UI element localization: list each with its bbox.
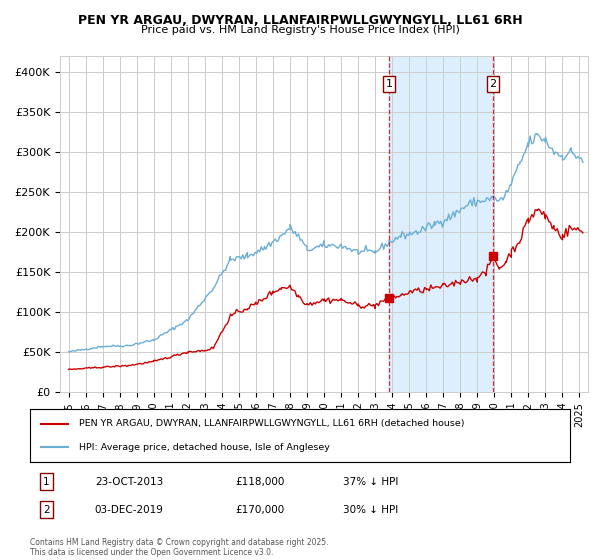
Text: 30% ↓ HPI: 30% ↓ HPI [343, 505, 398, 515]
Text: HPI: Average price, detached house, Isle of Anglesey: HPI: Average price, detached house, Isle… [79, 442, 329, 451]
Text: Price paid vs. HM Land Registry's House Price Index (HPI): Price paid vs. HM Land Registry's House … [140, 25, 460, 35]
Text: 37% ↓ HPI: 37% ↓ HPI [343, 477, 398, 487]
Bar [389, 56, 493, 392]
Text: 1: 1 [43, 477, 50, 487]
Text: 03-DEC-2019: 03-DEC-2019 [95, 505, 164, 515]
Text: £118,000: £118,000 [235, 477, 284, 487]
Text: 2: 2 [490, 79, 497, 89]
Text: 23-OCT-2013: 23-OCT-2013 [95, 477, 163, 487]
Text: 2: 2 [43, 505, 50, 515]
Text: Contains HM Land Registry data © Crown copyright and database right 2025.
This d: Contains HM Land Registry data © Crown c… [30, 538, 329, 557]
Text: 1: 1 [385, 79, 392, 89]
Text: PEN YR ARGAU, DWYRAN, LLANFAIRPWLLGWYNGYLL, LL61 6RH (detached house): PEN YR ARGAU, DWYRAN, LLANFAIRPWLLGWYNGY… [79, 419, 464, 428]
Text: £170,000: £170,000 [235, 505, 284, 515]
Text: PEN YR ARGAU, DWYRAN, LLANFAIRPWLLGWYNGYLL, LL61 6RH: PEN YR ARGAU, DWYRAN, LLANFAIRPWLLGWYNGY… [77, 14, 523, 27]
